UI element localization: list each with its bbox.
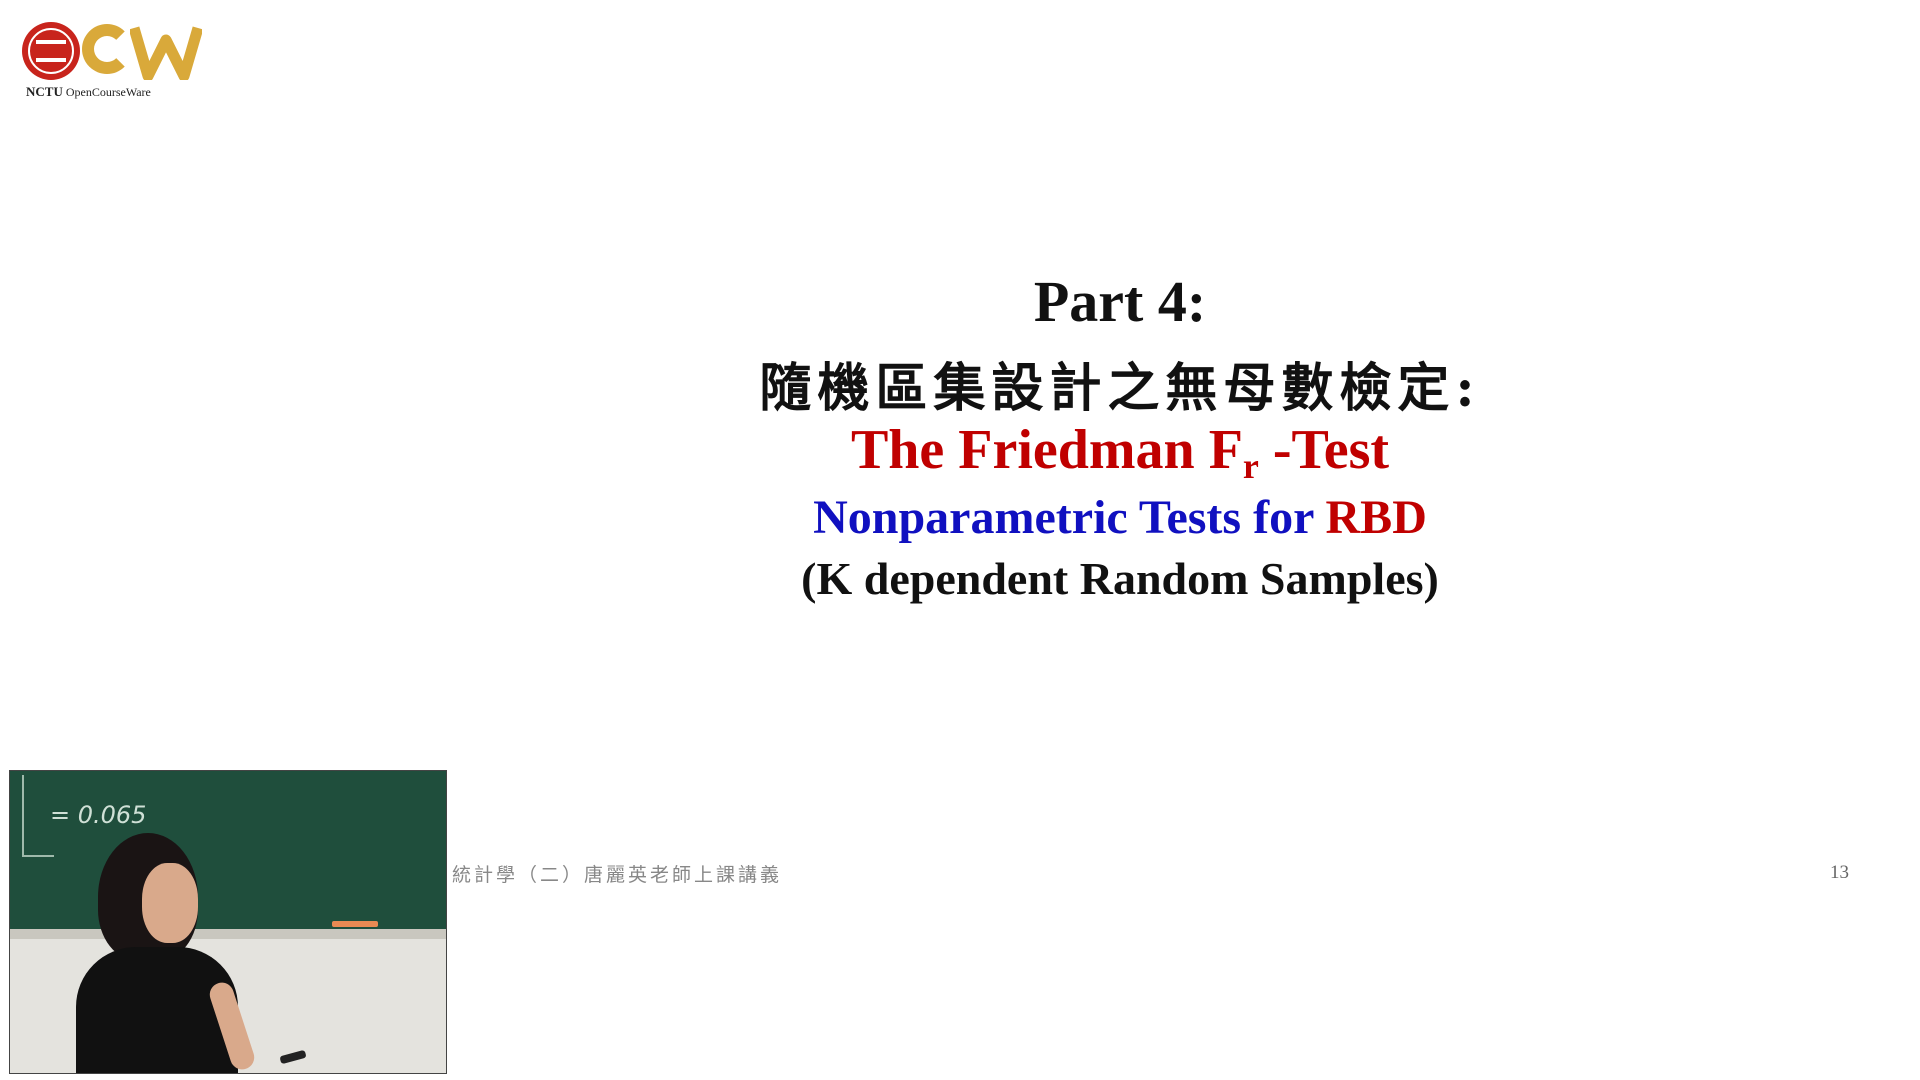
lecturer-face — [142, 863, 198, 943]
ocw-logo-icon — [22, 20, 202, 82]
slide-title-chinese: 隨機區集設計之無母數檢定: — [759, 358, 1481, 419]
test-name-prefix: The Friedman F — [850, 419, 1243, 481]
slide-subtitle: Nonparametric Tests for RBD — [0, 490, 1920, 545]
ocw-logo: NCTU OpenCourseWare — [22, 20, 202, 102]
chalk-piece — [332, 921, 378, 927]
nctu-seal-icon — [22, 22, 80, 80]
footer-course-title: 統計學（二）唐麗英老師上課講義 — [452, 864, 783, 886]
subtitle-main: Nonparametric Tests for — [813, 491, 1326, 544]
slide-part-heading: Part 4: — [1033, 269, 1207, 334]
slide-page-number: 13 — [1830, 862, 1849, 883]
chalk-text: = 0.065 — [50, 801, 147, 829]
lecturer-video-inset: = 0.065 — [9, 770, 447, 1074]
logo-org: NCTU — [26, 84, 63, 99]
logo-w-letter — [130, 26, 202, 80]
slide-samples-note: (K dependent Random Samples) — [801, 553, 1439, 604]
logo-name: OpenCourseWare — [65, 85, 151, 99]
test-name-suffix: -Test — [1258, 419, 1390, 481]
test-name-subscript: r — [1242, 446, 1259, 486]
chalkboard-ledge — [10, 929, 446, 939]
chalk-drawing — [22, 775, 54, 857]
chalkboard — [10, 771, 446, 929]
subtitle-rbd: RBD — [1325, 491, 1427, 544]
slide-test-name: The Friedman Fr -Test — [0, 418, 1920, 487]
lecturer-body — [76, 947, 238, 1073]
logo-c-letter — [82, 24, 132, 74]
logo-caption: NCTU OpenCourseWare — [26, 84, 151, 100]
